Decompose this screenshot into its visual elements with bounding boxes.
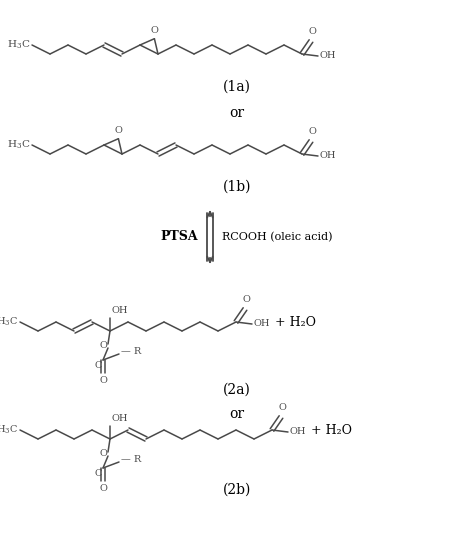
- Text: O: O: [308, 27, 316, 36]
- Text: OH: OH: [320, 51, 337, 61]
- Text: $\mathregular{H_3C}$: $\mathregular{H_3C}$: [7, 39, 30, 51]
- Text: O: O: [99, 449, 107, 458]
- Text: O: O: [308, 127, 316, 136]
- Text: O: O: [99, 341, 107, 350]
- Text: or: or: [229, 106, 245, 120]
- Text: OH: OH: [320, 152, 337, 160]
- Text: O: O: [278, 403, 286, 412]
- Text: O: O: [99, 484, 107, 493]
- Text: (2b): (2b): [223, 483, 251, 497]
- Text: O: O: [242, 295, 250, 304]
- Text: (1a): (1a): [223, 80, 251, 94]
- Text: — R: — R: [121, 348, 141, 356]
- Text: $\mathregular{H_3C}$: $\mathregular{H_3C}$: [0, 316, 18, 328]
- Text: O: O: [99, 376, 107, 385]
- Text: OH: OH: [112, 306, 128, 315]
- Text: — R: — R: [121, 456, 141, 465]
- Text: O: O: [114, 126, 122, 135]
- Text: C: C: [95, 361, 102, 370]
- Text: $\mathregular{H_3C}$: $\mathregular{H_3C}$: [0, 424, 18, 436]
- Text: RCOOH (oleic acid): RCOOH (oleic acid): [222, 232, 332, 242]
- Text: $\mathregular{H_3C}$: $\mathregular{H_3C}$: [7, 139, 30, 152]
- Text: + H₂O: + H₂O: [311, 423, 353, 437]
- Text: PTSA: PTSA: [160, 231, 198, 243]
- Text: (1b): (1b): [223, 180, 251, 194]
- Text: + H₂O: + H₂O: [275, 315, 317, 329]
- Text: OH: OH: [254, 320, 271, 329]
- Text: OH: OH: [290, 428, 307, 437]
- Text: or: or: [229, 407, 245, 421]
- Text: (2a): (2a): [223, 383, 251, 397]
- Text: C: C: [95, 469, 102, 478]
- Text: O: O: [150, 26, 158, 35]
- Text: OH: OH: [112, 414, 128, 423]
